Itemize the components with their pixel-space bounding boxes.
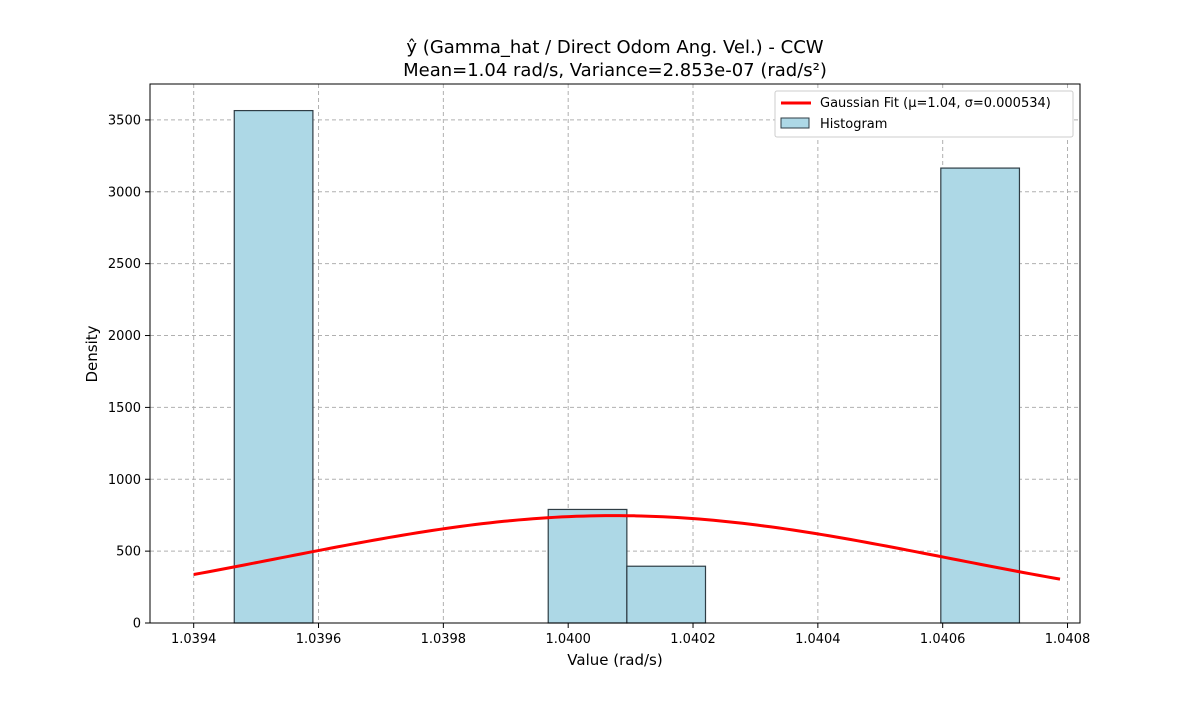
chart-subtitle: Mean=1.04 rad/s, Variance=2.853e-07 (rad… [403, 60, 827, 81]
histogram-bar [547, 508, 628, 624]
y-tick-label: 3500 [108, 113, 141, 128]
legend-fit-label: Gaussian Fit (μ=1.04, σ=0.000534) [820, 96, 1051, 111]
x-tick-label: 1.0396 [296, 632, 342, 647]
x-tick-label: 1.0406 [920, 632, 966, 647]
x-tick-label: 1.0398 [421, 632, 467, 647]
y-tick-label: 2000 [108, 329, 141, 344]
gaussian-fit [193, 514, 1061, 581]
x-axis-label: Value (rad/s) [567, 651, 662, 669]
y-tick-label: 0 [133, 617, 141, 632]
histogram-bars [233, 109, 1021, 624]
y-tick-label: 1000 [108, 473, 141, 488]
histogram-bar [940, 167, 1021, 624]
legend: Gaussian Fit (μ=1.04, σ=0.000534) Histog… [774, 90, 1074, 138]
gaussian-fit-line [193, 514, 1061, 581]
legend-histogram-swatch [780, 117, 810, 129]
plot-area-frame [149, 83, 1081, 624]
legend-histogram-label: Histogram [820, 117, 887, 132]
chart-title: ŷ (Gamma_hat / Direct Odom Ang. Vel.) - … [406, 37, 823, 58]
x-tick-label: 1.0394 [171, 632, 217, 647]
histogram-bar [233, 109, 314, 624]
y-tick-label: 500 [116, 545, 141, 560]
histogram-bar [626, 565, 707, 624]
x-axis-ticks: 1.0394 1.0396 1.0398 1.0400 1.0402 1.0404 1.04… [171, 623, 1090, 647]
y-tick-label: 2500 [108, 257, 141, 272]
legend-box [774, 90, 1074, 138]
y-tick-label: 1500 [108, 401, 141, 416]
x-tick-label: 1.0402 [670, 632, 716, 647]
y-tick-label: 3000 [108, 185, 141, 200]
y-axis-label: Density [83, 325, 101, 382]
x-tick-label: 1.0404 [795, 632, 841, 647]
x-tick-label: 1.0408 [1045, 632, 1091, 647]
y-axis-ticks: 0 500 1000 1500 2000 2500 3000 3500 [108, 113, 150, 632]
x-tick-label: 1.0400 [545, 632, 591, 647]
